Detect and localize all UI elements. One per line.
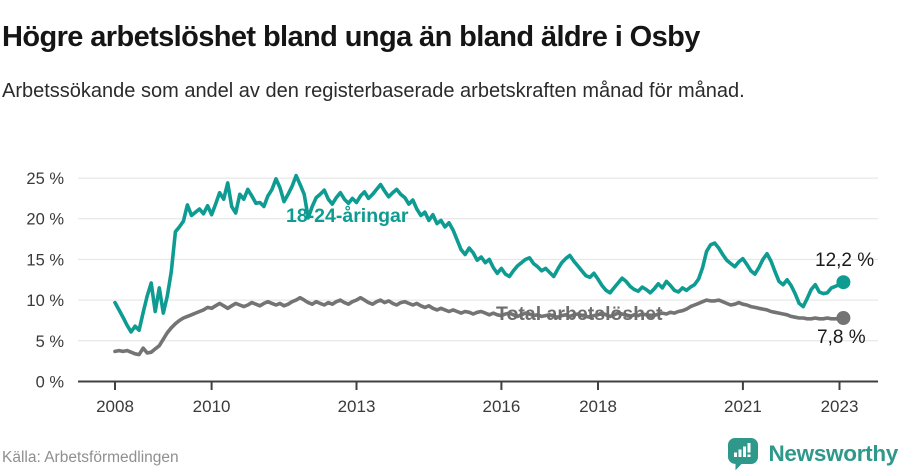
y-tick-label: 5 % [36, 333, 65, 351]
series-group [113, 173, 851, 357]
series-label-youth: 18-24-åringar [286, 204, 409, 227]
x-axis-labels: 2008 2010 2013 2016 2018 2021 2023 [96, 397, 858, 416]
series-end-dot-0 [836, 275, 851, 290]
y-tick-label: 15 % [26, 251, 64, 269]
newsworthy-brand: Newsworthy [727, 437, 898, 471]
source-note: Källa: Arbetsförmedlingen [2, 449, 179, 466]
x-tick-label: 2023 [821, 397, 859, 416]
x-tick-label: 2016 [482, 397, 520, 416]
brand-name: Newsworthy [768, 441, 898, 466]
chart-subtitle: Arbetssökande som andel av den registerb… [2, 80, 745, 102]
series-end-dot-1 [836, 311, 851, 325]
logo-bar-tall [743, 446, 747, 457]
logo-bar-medium [738, 449, 742, 457]
page-title: Högre arbetslöshet bland unga än bland ä… [2, 21, 700, 54]
y-tick-label: 25 % [26, 170, 64, 188]
logo-exclamation-dot [747, 454, 751, 457]
x-tick-label: 2018 [579, 397, 617, 416]
x-axis [78, 380, 878, 390]
end-value-label-youth: 12,2 % [815, 250, 874, 271]
end-value-label-total: 7,8 % [817, 327, 866, 348]
x-tick-label: 2021 [724, 397, 762, 416]
newsworthy-logo-icon [728, 438, 759, 471]
y-axis-labels: 25 % 20 % 15 % 10 % 5 % 0 % [26, 170, 64, 391]
x-tick-label: 2010 [193, 397, 231, 416]
y-tick-label: 10 % [26, 292, 64, 310]
logo-bar-chart [734, 443, 751, 457]
y-tick-label: 0 % [36, 374, 65, 392]
series-line-1 [113, 295, 846, 357]
series-line-0 [113, 173, 846, 334]
series-label-total: Total arbetslöshet [496, 303, 663, 325]
x-tick-label: 2013 [338, 397, 376, 416]
x-tick-label: 2008 [96, 397, 134, 416]
logo-exclamation-bar [747, 443, 751, 453]
line-chart: 25 % 20 % 15 % 10 % 5 % 0 % 2008 2010 20… [26, 170, 878, 416]
logo-bar-small [734, 452, 738, 457]
y-tick-label: 20 % [26, 211, 64, 229]
